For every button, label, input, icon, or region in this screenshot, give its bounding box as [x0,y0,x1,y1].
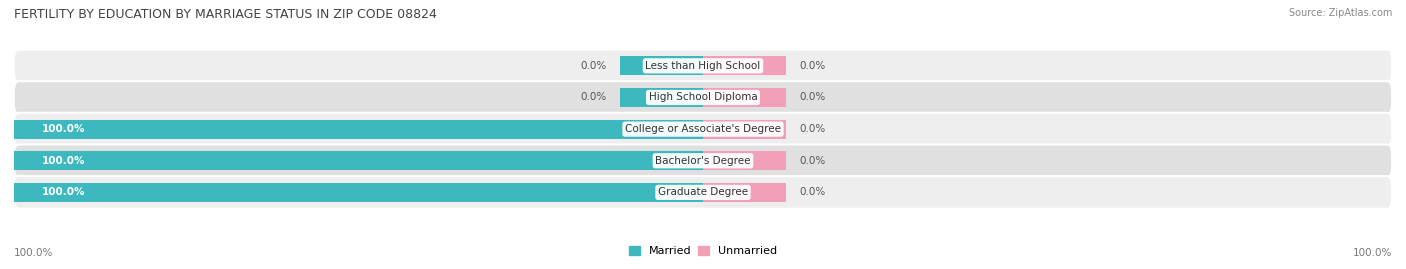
Bar [620,88,703,107]
FancyBboxPatch shape [14,49,1392,82]
Text: 0.0%: 0.0% [800,61,825,71]
Text: 0.0%: 0.0% [800,156,825,166]
FancyBboxPatch shape [14,176,1392,209]
Bar [620,56,703,75]
Text: 0.0%: 0.0% [581,93,606,102]
Text: Graduate Degree: Graduate Degree [658,187,748,197]
Legend: Married, Unmarried: Married, Unmarried [624,242,782,261]
Text: 0.0%: 0.0% [800,93,825,102]
Text: High School Diploma: High School Diploma [648,93,758,102]
Bar [703,151,786,170]
Text: 100.0%: 100.0% [1353,248,1392,258]
FancyBboxPatch shape [14,144,1392,177]
Text: Bachelor's Degree: Bachelor's Degree [655,156,751,166]
Text: Less than High School: Less than High School [645,61,761,71]
Bar [703,56,786,75]
Text: 0.0%: 0.0% [800,124,825,134]
Text: 100.0%: 100.0% [14,248,53,258]
Text: 0.0%: 0.0% [581,61,606,71]
Bar [703,120,786,139]
Text: FERTILITY BY EDUCATION BY MARRIAGE STATUS IN ZIP CODE 08824: FERTILITY BY EDUCATION BY MARRIAGE STATU… [14,8,437,21]
Bar [14,120,703,139]
Bar [703,88,786,107]
FancyBboxPatch shape [14,113,1392,146]
Bar [14,151,703,170]
Text: College or Associate's Degree: College or Associate's Degree [626,124,780,134]
FancyBboxPatch shape [14,81,1392,114]
Bar [703,183,786,202]
Text: 100.0%: 100.0% [42,156,86,166]
Text: 0.0%: 0.0% [800,187,825,197]
Text: 100.0%: 100.0% [42,124,86,134]
Text: 100.0%: 100.0% [42,187,86,197]
Text: Source: ZipAtlas.com: Source: ZipAtlas.com [1288,8,1392,18]
Bar [14,183,703,202]
